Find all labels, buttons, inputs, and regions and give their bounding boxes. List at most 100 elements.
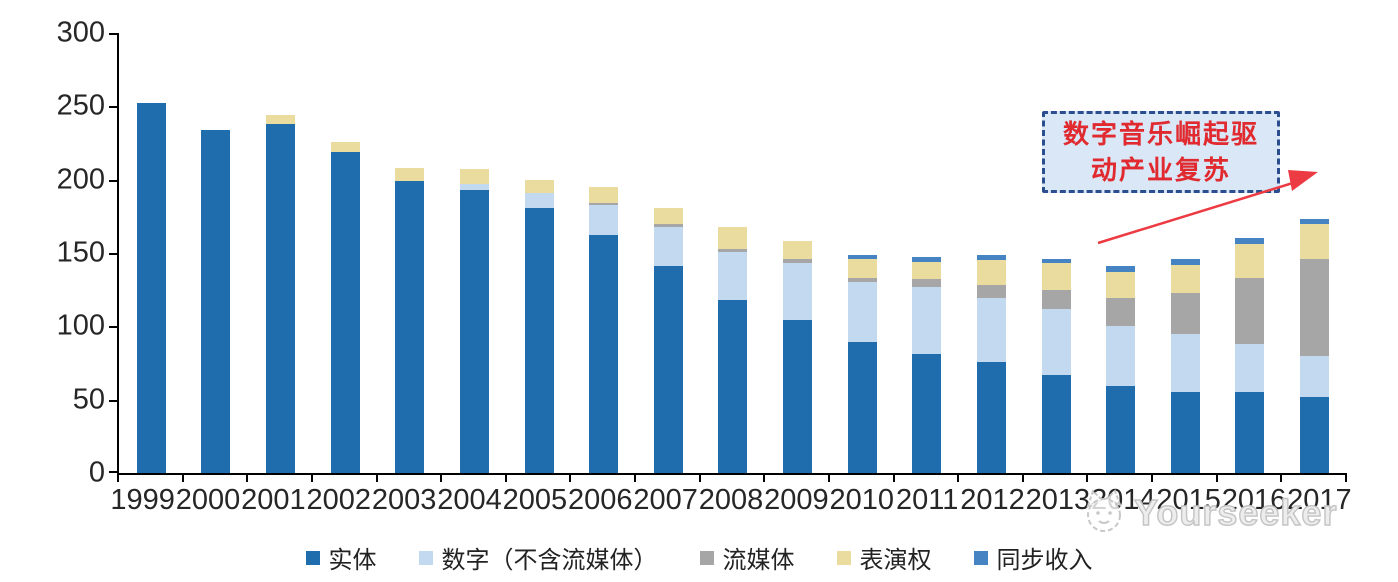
watermark-label: Yourseeker [1133,491,1338,533]
bar-segment [1041,289,1071,309]
y-axis-tick-mark [109,106,117,109]
legend-label: 数字（不含流媒体） [441,547,658,574]
bar-segment [589,203,619,205]
bar-segment [912,354,942,473]
category-2017 [1282,33,1347,473]
legend-swatch-icon [305,550,320,565]
bar-segment [1235,392,1265,473]
bar-2000 [201,129,231,473]
x-axis-label-2012: 2012 [960,484,1025,516]
legend-swatch-icon [699,550,714,565]
category-2015 [1153,33,1218,473]
bar-segment [976,361,1006,473]
y-axis-tick-mark [109,326,117,329]
annotation-box: 数字音乐崛起驱 动产业复苏 [1042,111,1280,193]
x-axis-tick-mark [119,475,184,482]
bar-segment [847,277,877,283]
legend-item: 实体 [305,540,377,575]
bar-segment [912,279,942,287]
legend: 实体 数字（不含流媒体） 流媒体 表演权 同步收入 [0,540,1398,575]
y-axis-tick-label: 100 [56,309,105,342]
category-2002 [313,33,378,473]
bar-segment [201,129,231,473]
bar-segment [330,141,360,152]
category-2007 [636,33,701,473]
bar-2005 [524,179,554,473]
bar-segment [1170,264,1200,293]
x-axis-label-2006: 2006 [568,484,633,516]
category-2009 [765,33,830,473]
x-axis-label-2010: 2010 [829,484,895,516]
bar-segment [718,299,748,473]
bar-segment [266,115,296,124]
bar-segment [1170,258,1200,265]
bar-segment [459,184,489,190]
bar-segment [524,207,554,473]
x-axis-label-2005: 2005 [502,484,568,516]
category-2011 [895,33,960,473]
bar-segment [1106,266,1136,273]
bar-segment [1041,374,1071,473]
bar-2015 [1170,258,1200,473]
bar-segment [1300,396,1330,473]
y-axis: 300 250 200 150 100 50 0 [0,17,105,489]
x-axis-tick-mark [636,475,701,482]
bar-segment [1106,386,1136,473]
annotation-text-line1: 数字音乐崛起驱 [1062,119,1259,149]
category-2012 [959,33,1024,473]
category-2003 [378,33,443,473]
bar-segment [589,187,619,204]
y-axis-tick-label: 150 [56,236,105,269]
bar-segment [1106,298,1136,327]
bar-segment [653,207,683,224]
bar-segment [1300,223,1330,259]
category-2010 [830,33,895,473]
bar-segment [1235,277,1265,344]
bar-2014 [1106,266,1136,473]
bar-segment [847,282,877,343]
bar-segment [847,342,877,473]
y-axis-tick-mark [109,253,117,255]
x-axis-label-2007: 2007 [633,484,698,516]
legend-label: 流媒体 [722,547,795,574]
category-2016 [1218,33,1283,473]
bar-segment [847,254,877,259]
bar-segment [912,257,942,262]
y-axis-tick-label: 250 [56,89,105,122]
bar-segment [653,226,683,267]
x-axis-tick-mark [184,475,249,482]
bar-segment [653,223,683,227]
bar-segment [912,261,942,280]
x-axis-label-2009: 2009 [764,484,829,516]
x-axis-tick-mark [248,475,313,482]
x-axis-label-2016: 2016 [1221,484,1287,516]
x-axis-ticks [117,475,1347,482]
x-axis-label-2015: 2015 [1156,484,1221,516]
bar-2012 [976,254,1006,473]
bar-segment [1235,343,1265,393]
x-axis-label-2001: 2001 [241,484,306,516]
x-axis-label-2011: 2011 [896,484,959,516]
bar-2013 [1041,258,1071,473]
bar-segment [136,103,166,473]
category-2014 [1088,33,1153,473]
bar-2017 [1300,219,1330,473]
y-axis-tick-mark [109,33,117,35]
bar-segment [976,260,1006,286]
legend-item: 同步收入 [973,540,1093,575]
bar-segment [912,286,942,355]
bar-segment [1300,355,1330,397]
x-axis-tick-mark [895,475,960,482]
x-axis-label-2013: 2013 [1025,484,1091,516]
bar-segment [459,189,489,473]
legend-item: 数字（不含流媒体） [418,540,658,575]
bar-segment [653,266,683,473]
x-axis-tick-mark [830,475,895,482]
category-2004 [442,33,507,473]
bar-segment [1235,244,1265,278]
bar-segment [976,285,1006,299]
x-axis-tick-mark [1282,475,1347,482]
x-axis-tick-mark [765,475,830,482]
bar-2011 [912,257,942,473]
